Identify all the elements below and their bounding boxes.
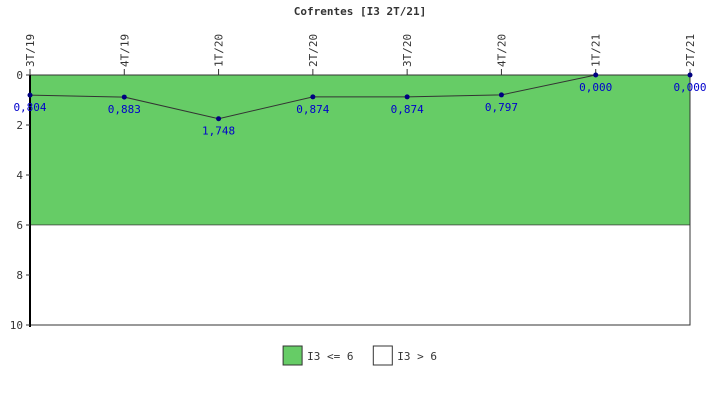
data-label: 0,874: [391, 103, 424, 116]
x-tick-label: 2T/20: [307, 34, 320, 67]
x-tick-label: 3T/20: [401, 34, 414, 67]
data-label: 0,000: [579, 81, 612, 94]
threshold-band-1: [29, 224, 691, 326]
legend-label: I3 > 6: [397, 350, 437, 363]
data-point: [593, 72, 599, 78]
legend: I3 <= 6 I3 > 6: [282, 345, 437, 366]
data-point: [27, 92, 33, 98]
legend-item: I3 > 6: [372, 345, 437, 366]
plot-area: 0 2 4 6 8 10 3T/19 4T/19 1T/20 2T/20 3T/20 4T/20 1T…: [10, 34, 707, 332]
chart-title: Cofrentes [I3 2T/21]: [294, 5, 426, 18]
legend-label: I3 <= 6: [307, 350, 353, 363]
data-label: 0,883: [108, 103, 141, 116]
y-tick-label: 6: [16, 219, 23, 232]
data-label: 0,797: [485, 101, 518, 114]
data-label: 0,874: [296, 103, 329, 116]
x-tick-label: 3T/19: [24, 34, 37, 67]
y-tick-label: 4: [16, 169, 23, 182]
y-tick-label: 2: [16, 119, 23, 132]
legend-item: I3 <= 6: [282, 345, 353, 366]
x-tick-label: 4T/20: [495, 34, 508, 67]
data-point: [310, 94, 316, 100]
data-label: 0,000: [673, 81, 706, 94]
threshold-bands: [29, 74, 691, 326]
threshold-band-0: [29, 74, 691, 226]
y-tick-label: 10: [10, 319, 23, 332]
data-point: [404, 94, 410, 100]
legend-swatch: [372, 345, 393, 366]
x-tick-label: 1T/21: [590, 34, 603, 67]
x-tick-label: 2T/21: [684, 34, 697, 67]
data-label: 1,748: [202, 125, 235, 138]
series-line: [29, 74, 690, 120]
legend-swatch: [282, 345, 303, 366]
x-tick-label: 1T/20: [213, 34, 226, 67]
x-axis: 3T/19 4T/19 1T/20 2T/20 3T/20 4T/20 1T/21 2T/21: [24, 34, 697, 75]
y-tick-label: 0: [16, 69, 23, 82]
x-tick-label: 4T/19: [118, 34, 131, 67]
y-tick-label: 8: [16, 269, 23, 282]
data-point: [121, 94, 127, 100]
data-point: [216, 116, 222, 122]
series-layer: [27, 72, 693, 122]
data-label: 0,804: [13, 101, 46, 114]
data-labels: 0,804 0,883 1,748 0,874 0,874 0,797 0,000 0,000: [13, 81, 706, 138]
data-point: [498, 92, 504, 98]
data-point: [687, 72, 693, 78]
y-axis: 0 2 4 6 8 10: [10, 69, 31, 332]
